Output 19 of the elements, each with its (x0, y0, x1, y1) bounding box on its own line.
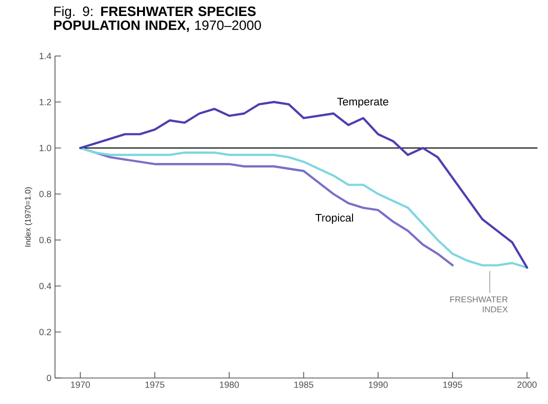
y-tick-label: 0.8 (39, 190, 52, 198)
y-tick-label: 0 (46, 374, 52, 382)
x-tick-label: 2000 (518, 382, 537, 388)
x-tick-label: 1970 (71, 382, 90, 388)
y-tick-label: 0.2 (39, 328, 52, 336)
y-tick-label: 1.0 (40, 144, 52, 152)
y-tick-label: 0.6 (39, 236, 52, 244)
y-tick-label: 0.4 (39, 282, 52, 290)
x-tick-label: 1975 (145, 382, 164, 388)
y-tick-label: 1.2 (40, 98, 52, 106)
x-tick-label: 1995 (443, 382, 462, 388)
x-tick-label: 1990 (368, 382, 388, 388)
series-label: Tropical (315, 214, 354, 224)
text: FRESHWATER INDEX (450, 296, 508, 312)
chart-title: Fig. 9: FRESHWATER SPECIES POPULATION INDEX, 1970–2000 (54, 6, 261, 32)
y-tick-label: 1.4 (40, 52, 52, 60)
x-tick-label: 1980 (220, 382, 239, 388)
series-label: Temperate (337, 98, 388, 108)
x-tick-label: 1985 (294, 382, 314, 388)
